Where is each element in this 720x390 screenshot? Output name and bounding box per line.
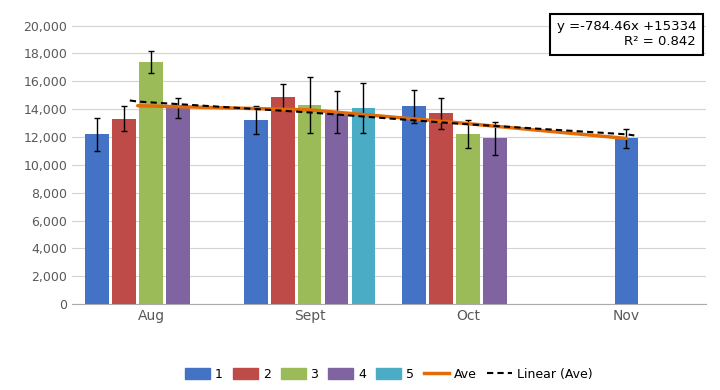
Ave	[305, 108, 314, 112]
Linear (Ave)	[133, 99, 142, 104]
Bar	[429, 113, 453, 304]
Ave	[450, 120, 459, 125]
Linear (Ave)	[622, 132, 631, 136]
Bar	[456, 134, 480, 304]
Bar	[86, 134, 109, 304]
Legend: 1, 2, 3, 4, 5, Ave, Linear (Ave): 1, 2, 3, 4, 5, Ave, Linear (Ave)	[180, 363, 598, 386]
Bar	[483, 138, 507, 304]
Ave	[133, 103, 142, 108]
Linear (Ave)	[125, 98, 134, 103]
Linear (Ave)	[305, 110, 314, 115]
Bar	[402, 106, 426, 304]
Bar	[166, 108, 190, 304]
Line: Ave: Ave	[138, 106, 626, 138]
Bar	[140, 62, 163, 304]
Bar	[615, 138, 638, 304]
Bar	[298, 105, 322, 304]
Bar	[112, 119, 136, 304]
Linear (Ave)	[630, 133, 639, 138]
Bar	[351, 108, 375, 304]
Bar	[271, 97, 294, 304]
Text: y =-784.46x +15334
R² = 0.842: y =-784.46x +15334 R² = 0.842	[557, 21, 696, 48]
Bar	[325, 112, 348, 304]
Line: Linear (Ave): Linear (Ave)	[130, 101, 634, 135]
Bar	[244, 121, 268, 304]
Ave	[622, 136, 631, 141]
Linear (Ave)	[450, 121, 459, 126]
